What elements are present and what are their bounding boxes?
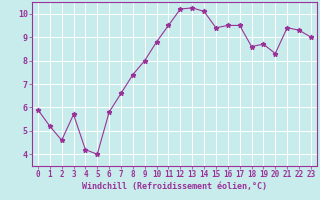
X-axis label: Windchill (Refroidissement éolien,°C): Windchill (Refroidissement éolien,°C) [82, 182, 267, 191]
